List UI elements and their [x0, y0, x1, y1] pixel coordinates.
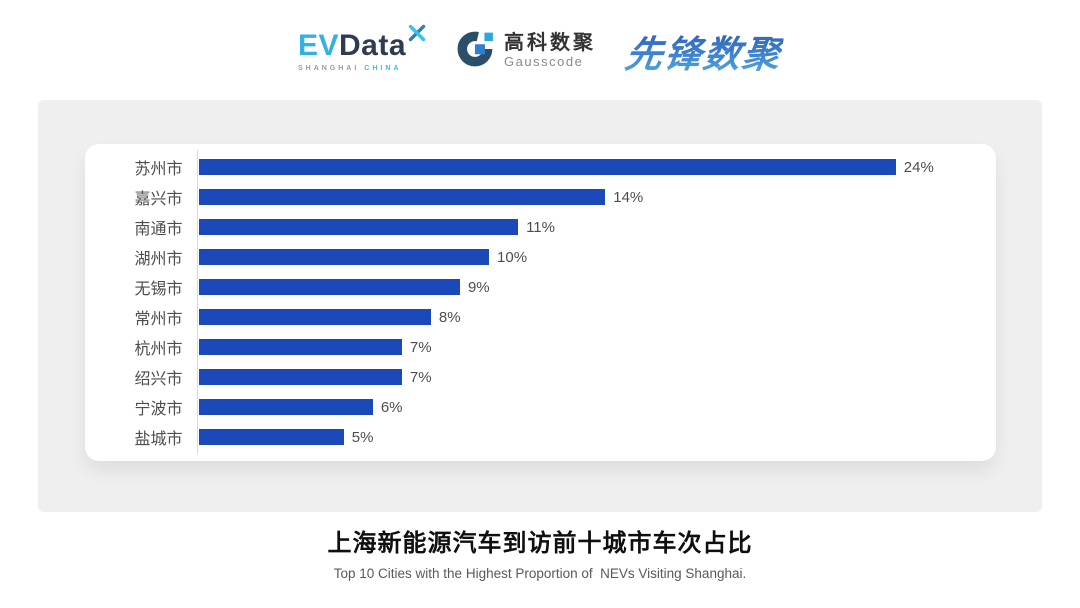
bar: [198, 249, 490, 265]
chart-subtitle: Top 10 Cities with the Highest Proportio…: [333, 566, 747, 581]
bar-value-label: 7%: [409, 368, 432, 386]
gausscode-g-icon: [457, 30, 495, 73]
gausscode-en-name: Gausscode: [504, 54, 584, 70]
bar: [198, 309, 431, 325]
bar-chart: 苏州市 24% 嘉兴市 14% 南通市 11% 湖州市 10% 无锡市 9% 常州市 8% 杭州市 7% 绍…: [85, 150, 966, 454]
bar-row: 常州市 8%: [85, 302, 966, 332]
bar-track: 6%: [197, 392, 966, 422]
bar-value-label: 5%: [351, 428, 374, 446]
logo-header: EV Data SHANGHAI CHINA: [0, 0, 1080, 100]
bar-category-label: 宁波市: [134, 401, 183, 418]
bar-track: 9%: [197, 272, 966, 302]
evdata-subtext: SHANGHAI CHINA: [298, 65, 401, 72]
bar-row: 无锡市 9%: [85, 272, 966, 302]
bar-track: 24%: [197, 152, 966, 182]
gausscode-cn-name: 高科数聚: [504, 32, 597, 55]
bar-row: 苏州市 24%: [85, 152, 966, 182]
bar-track: 7%: [197, 332, 966, 362]
chart-panel: 苏州市 24% 嘉兴市 14% 南通市 11% 湖州市 10% 无锡市 9% 常州市 8% 杭州市 7% 绍…: [38, 100, 1042, 512]
evdata-ev-text: EV: [297, 28, 339, 62]
bar-category-label: 绍兴市: [134, 371, 183, 388]
bar-category-label: 常州市: [134, 311, 183, 328]
bar-value-label: 9%: [467, 278, 490, 296]
bar-category-label: 杭州市: [134, 341, 183, 358]
bar-value-label: 11%: [526, 218, 555, 236]
evdata-x-icon: [407, 23, 427, 47]
gausscode-text: 高科数聚 Gausscode: [504, 32, 596, 69]
bar-track: 10%: [197, 242, 966, 272]
caption: 上海新能源汽车到访前十城市车次占比 Top 10 Cities with the…: [0, 512, 1080, 581]
bar: [198, 159, 896, 175]
bar: [198, 219, 519, 235]
chart-card: 苏州市 24% 嘉兴市 14% 南通市 11% 湖州市 10% 无锡市 9% 常州市 8% 杭州市 7% 绍…: [84, 144, 996, 461]
bar: [198, 339, 402, 355]
bar: [198, 399, 373, 415]
bar-track: 7%: [197, 362, 966, 392]
bar-category-label: 南通市: [134, 221, 183, 238]
bar-value-label: 8%: [438, 308, 461, 326]
evdata-china-text: CHINA: [364, 64, 402, 72]
bar-category-label: 苏州市: [134, 161, 183, 178]
evdata-data-text: Data: [339, 28, 407, 62]
bar-row: 宁波市 6%: [85, 392, 966, 422]
bar: [198, 189, 606, 205]
bar-row: 杭州市 7%: [85, 332, 966, 362]
bar-row: 南通市 11%: [85, 212, 966, 242]
chart-title: 上海新能源汽车到访前十城市车次占比: [327, 530, 753, 557]
bar-track: 14%: [197, 182, 966, 212]
gausscode-logo: 高科数聚 Gausscode: [457, 30, 596, 73]
bar-value-label: 24%: [903, 158, 934, 176]
bar-row: 湖州市 10%: [85, 242, 966, 272]
bar-track: 8%: [197, 302, 966, 332]
bar: [198, 279, 460, 295]
bar-value-label: 14%: [613, 188, 644, 206]
evdata-wordmark: EV Data: [297, 24, 427, 62]
bar-category-label: 湖州市: [134, 251, 183, 268]
y-axis-line: [196, 150, 198, 454]
bar: [198, 369, 402, 385]
bar-value-label: 6%: [380, 398, 403, 416]
bar-row: 绍兴市 7%: [85, 362, 966, 392]
bar-row: 盐城市 5%: [85, 422, 966, 452]
bar-category-label: 嘉兴市: [134, 191, 183, 208]
bar-category-label: 盐城市: [134, 431, 183, 448]
evdata-shanghai-text: SHANGHAI: [297, 64, 360, 72]
xianfeng-shuju-logo: 先锋数聚: [622, 24, 786, 78]
bar-row: 嘉兴市 14%: [85, 182, 966, 212]
bar-track: 5%: [197, 422, 966, 452]
bar-track: 11%: [197, 212, 966, 242]
bar-value-label: 7%: [409, 338, 432, 356]
bar-category-label: 无锡市: [134, 281, 183, 298]
evdata-logo: EV Data SHANGHAI CHINA: [297, 24, 427, 72]
bar: [198, 429, 344, 445]
bar-value-label: 10%: [497, 248, 528, 266]
